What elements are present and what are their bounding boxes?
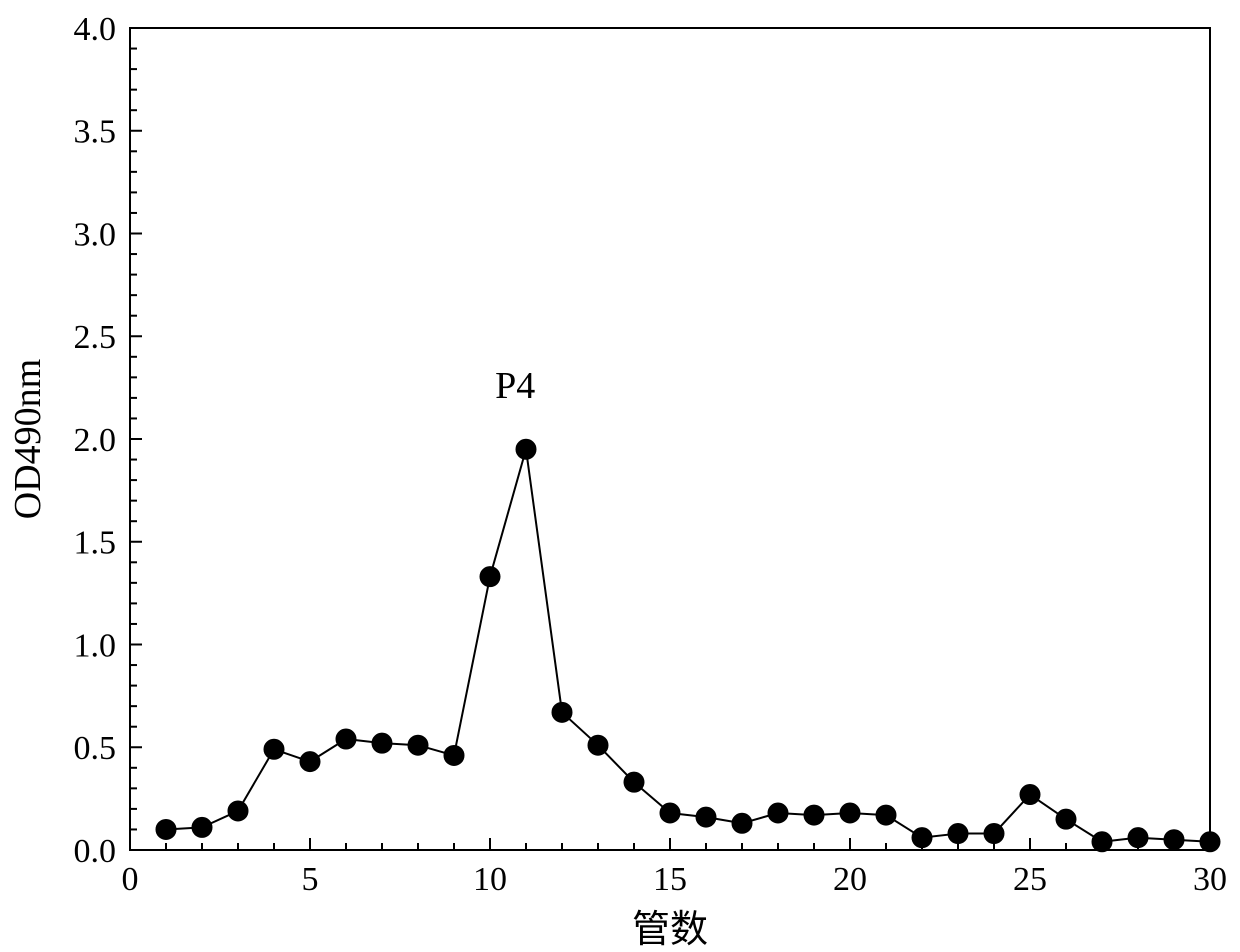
series-marker <box>876 805 896 825</box>
y-tick-label: 3.0 <box>74 216 117 253</box>
series-marker <box>840 803 860 823</box>
series-marker <box>408 735 428 755</box>
series-marker <box>660 803 680 823</box>
chart-container: 0 5 10 15 20 25 30 0.0 0.5 1.0 1.5 2.0 2.5 3.0 3.5 4.0 管… <box>0 0 1240 952</box>
series-marker <box>552 702 572 722</box>
x-tick-label: 15 <box>653 861 687 898</box>
series-marker <box>264 739 284 759</box>
y-tick-label: 2.0 <box>74 422 117 459</box>
y-tick-label: 0.0 <box>74 833 117 870</box>
series-marker <box>1056 809 1076 829</box>
series-marker <box>516 439 536 459</box>
x-axis-label: 管数 <box>632 909 708 951</box>
series-marker <box>1200 832 1220 852</box>
series-marker <box>732 813 752 833</box>
y-tick-label: 4.0 <box>74 11 117 48</box>
y-tick-label: 0.5 <box>74 730 117 767</box>
series-marker <box>336 729 356 749</box>
series-marker <box>480 567 500 587</box>
series-marker <box>228 801 248 821</box>
y-tick-label: 2.5 <box>74 319 117 356</box>
y-axis-label: OD490nm <box>7 359 49 519</box>
series-marker <box>696 807 716 827</box>
x-tick-label: 30 <box>1193 861 1227 898</box>
y-tick-label: 1.0 <box>74 627 117 664</box>
series-marker <box>984 824 1004 844</box>
series-marker <box>1164 830 1184 850</box>
series-marker <box>300 752 320 772</box>
series-marker <box>948 824 968 844</box>
x-tick-label: 5 <box>302 861 319 898</box>
x-tick-label: 20 <box>833 861 867 898</box>
annotation-label: P4 <box>495 365 535 407</box>
y-tick-label: 3.5 <box>74 114 117 151</box>
x-tick-label: 0 <box>122 861 139 898</box>
chart-bg <box>0 0 1240 952</box>
series-marker <box>768 803 788 823</box>
series-marker <box>624 772 644 792</box>
series-marker <box>1128 828 1148 848</box>
x-tick-label: 10 <box>473 861 507 898</box>
series-marker <box>912 828 932 848</box>
series-marker <box>1092 832 1112 852</box>
y-tick-label: 1.5 <box>74 525 117 562</box>
series-marker <box>192 817 212 837</box>
series-marker <box>588 735 608 755</box>
series-marker <box>1020 785 1040 805</box>
x-tick-label: 25 <box>1013 861 1047 898</box>
series-marker <box>444 745 464 765</box>
series-marker <box>156 819 176 839</box>
series-marker <box>804 805 824 825</box>
series-marker <box>372 733 392 753</box>
line-chart: 0 5 10 15 20 25 30 0.0 0.5 1.0 1.5 2.0 2.5 3.0 3.5 4.0 管… <box>0 0 1240 952</box>
